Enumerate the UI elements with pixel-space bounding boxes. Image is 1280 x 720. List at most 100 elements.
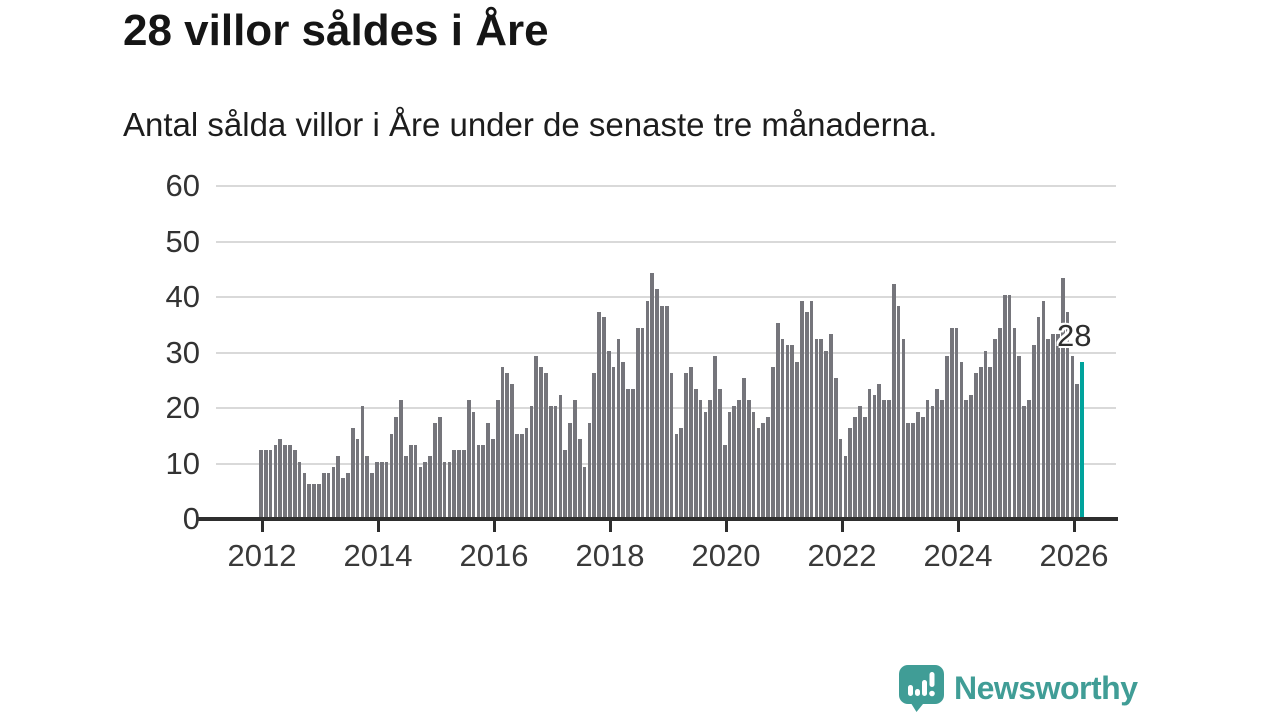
bar [911,422,915,517]
y-axis-label: 60 [165,168,200,203]
bar [829,333,833,517]
bar [495,400,500,517]
x-axis-tick [376,521,380,532]
bar [433,422,437,517]
bar [529,406,534,517]
bar [978,367,983,517]
newsworthy-logo-text: Newsworthy [954,669,1138,706]
bar [674,433,679,517]
bar [973,372,978,517]
bar [548,406,553,517]
bar [809,300,814,517]
x-axis-tick [260,521,264,532]
bar [872,394,877,517]
bar [394,417,399,517]
bar [896,306,901,517]
bar [263,450,268,517]
bar [341,478,345,517]
bar [544,372,548,517]
bar [945,356,949,517]
bar [592,372,597,517]
bar [737,400,741,517]
bar [732,406,737,517]
bar [553,406,558,517]
bar [631,389,635,517]
x-axis-tick [956,521,960,532]
bar [1031,344,1036,517]
bar [524,428,529,517]
bar [862,417,867,517]
bar [650,272,655,517]
bar [317,483,321,517]
bar [771,367,775,517]
bar [302,472,307,517]
grid-line [216,296,1116,298]
bar [500,367,505,517]
bar [664,306,669,517]
bar [1041,300,1046,517]
y-axis-label: 20 [165,390,200,425]
bar [582,467,587,517]
bar [882,400,886,517]
x-axis-tick [1072,521,1076,532]
bar [510,383,514,517]
bar [819,339,824,517]
bar [399,400,403,517]
bar [988,367,993,517]
chart-title: 28 villor såldes i Åre [123,6,549,55]
bar [307,483,312,517]
bar [389,433,394,517]
x-axis-label: 2026 [1039,538,1109,573]
bar [597,311,601,517]
bar [611,367,616,517]
bar [273,444,278,517]
bar [365,455,370,517]
bar [331,467,336,517]
bar [534,356,539,517]
bar [954,328,959,517]
bar [940,400,944,517]
bar [785,344,790,517]
bar [1065,311,1070,517]
bar [867,389,872,517]
bar [727,411,732,517]
x-axis-label: 2016 [459,538,529,573]
bar [925,400,930,517]
bar [490,439,495,517]
bar [959,361,964,517]
bar [558,394,563,517]
bar [621,361,626,517]
bar [481,444,486,517]
bar [858,406,862,517]
bar [355,439,360,517]
bar [916,411,920,517]
bar [1017,356,1022,517]
bar [626,389,630,517]
bar [602,317,606,517]
bar [408,444,413,517]
bar [713,356,717,517]
bar [452,450,457,517]
bar [519,433,524,517]
bar [418,467,423,517]
bar [843,455,848,517]
bar [756,428,761,517]
bar [742,378,746,517]
bar [998,328,1002,517]
newsworthy-chart-bubble-icon [899,665,944,712]
x-axis-tick [492,521,496,532]
bar [684,372,688,517]
x-axis-tick [608,521,612,532]
x-axis-label: 2014 [343,538,413,573]
highlight-bar [1080,361,1084,517]
bar [457,450,461,517]
bar [577,439,582,517]
bar [404,455,408,517]
bar [1075,383,1080,517]
y-axis-label: 30 [165,334,200,370]
bar [326,472,331,517]
bar [515,433,519,517]
bar [640,328,645,517]
bar [969,394,973,517]
